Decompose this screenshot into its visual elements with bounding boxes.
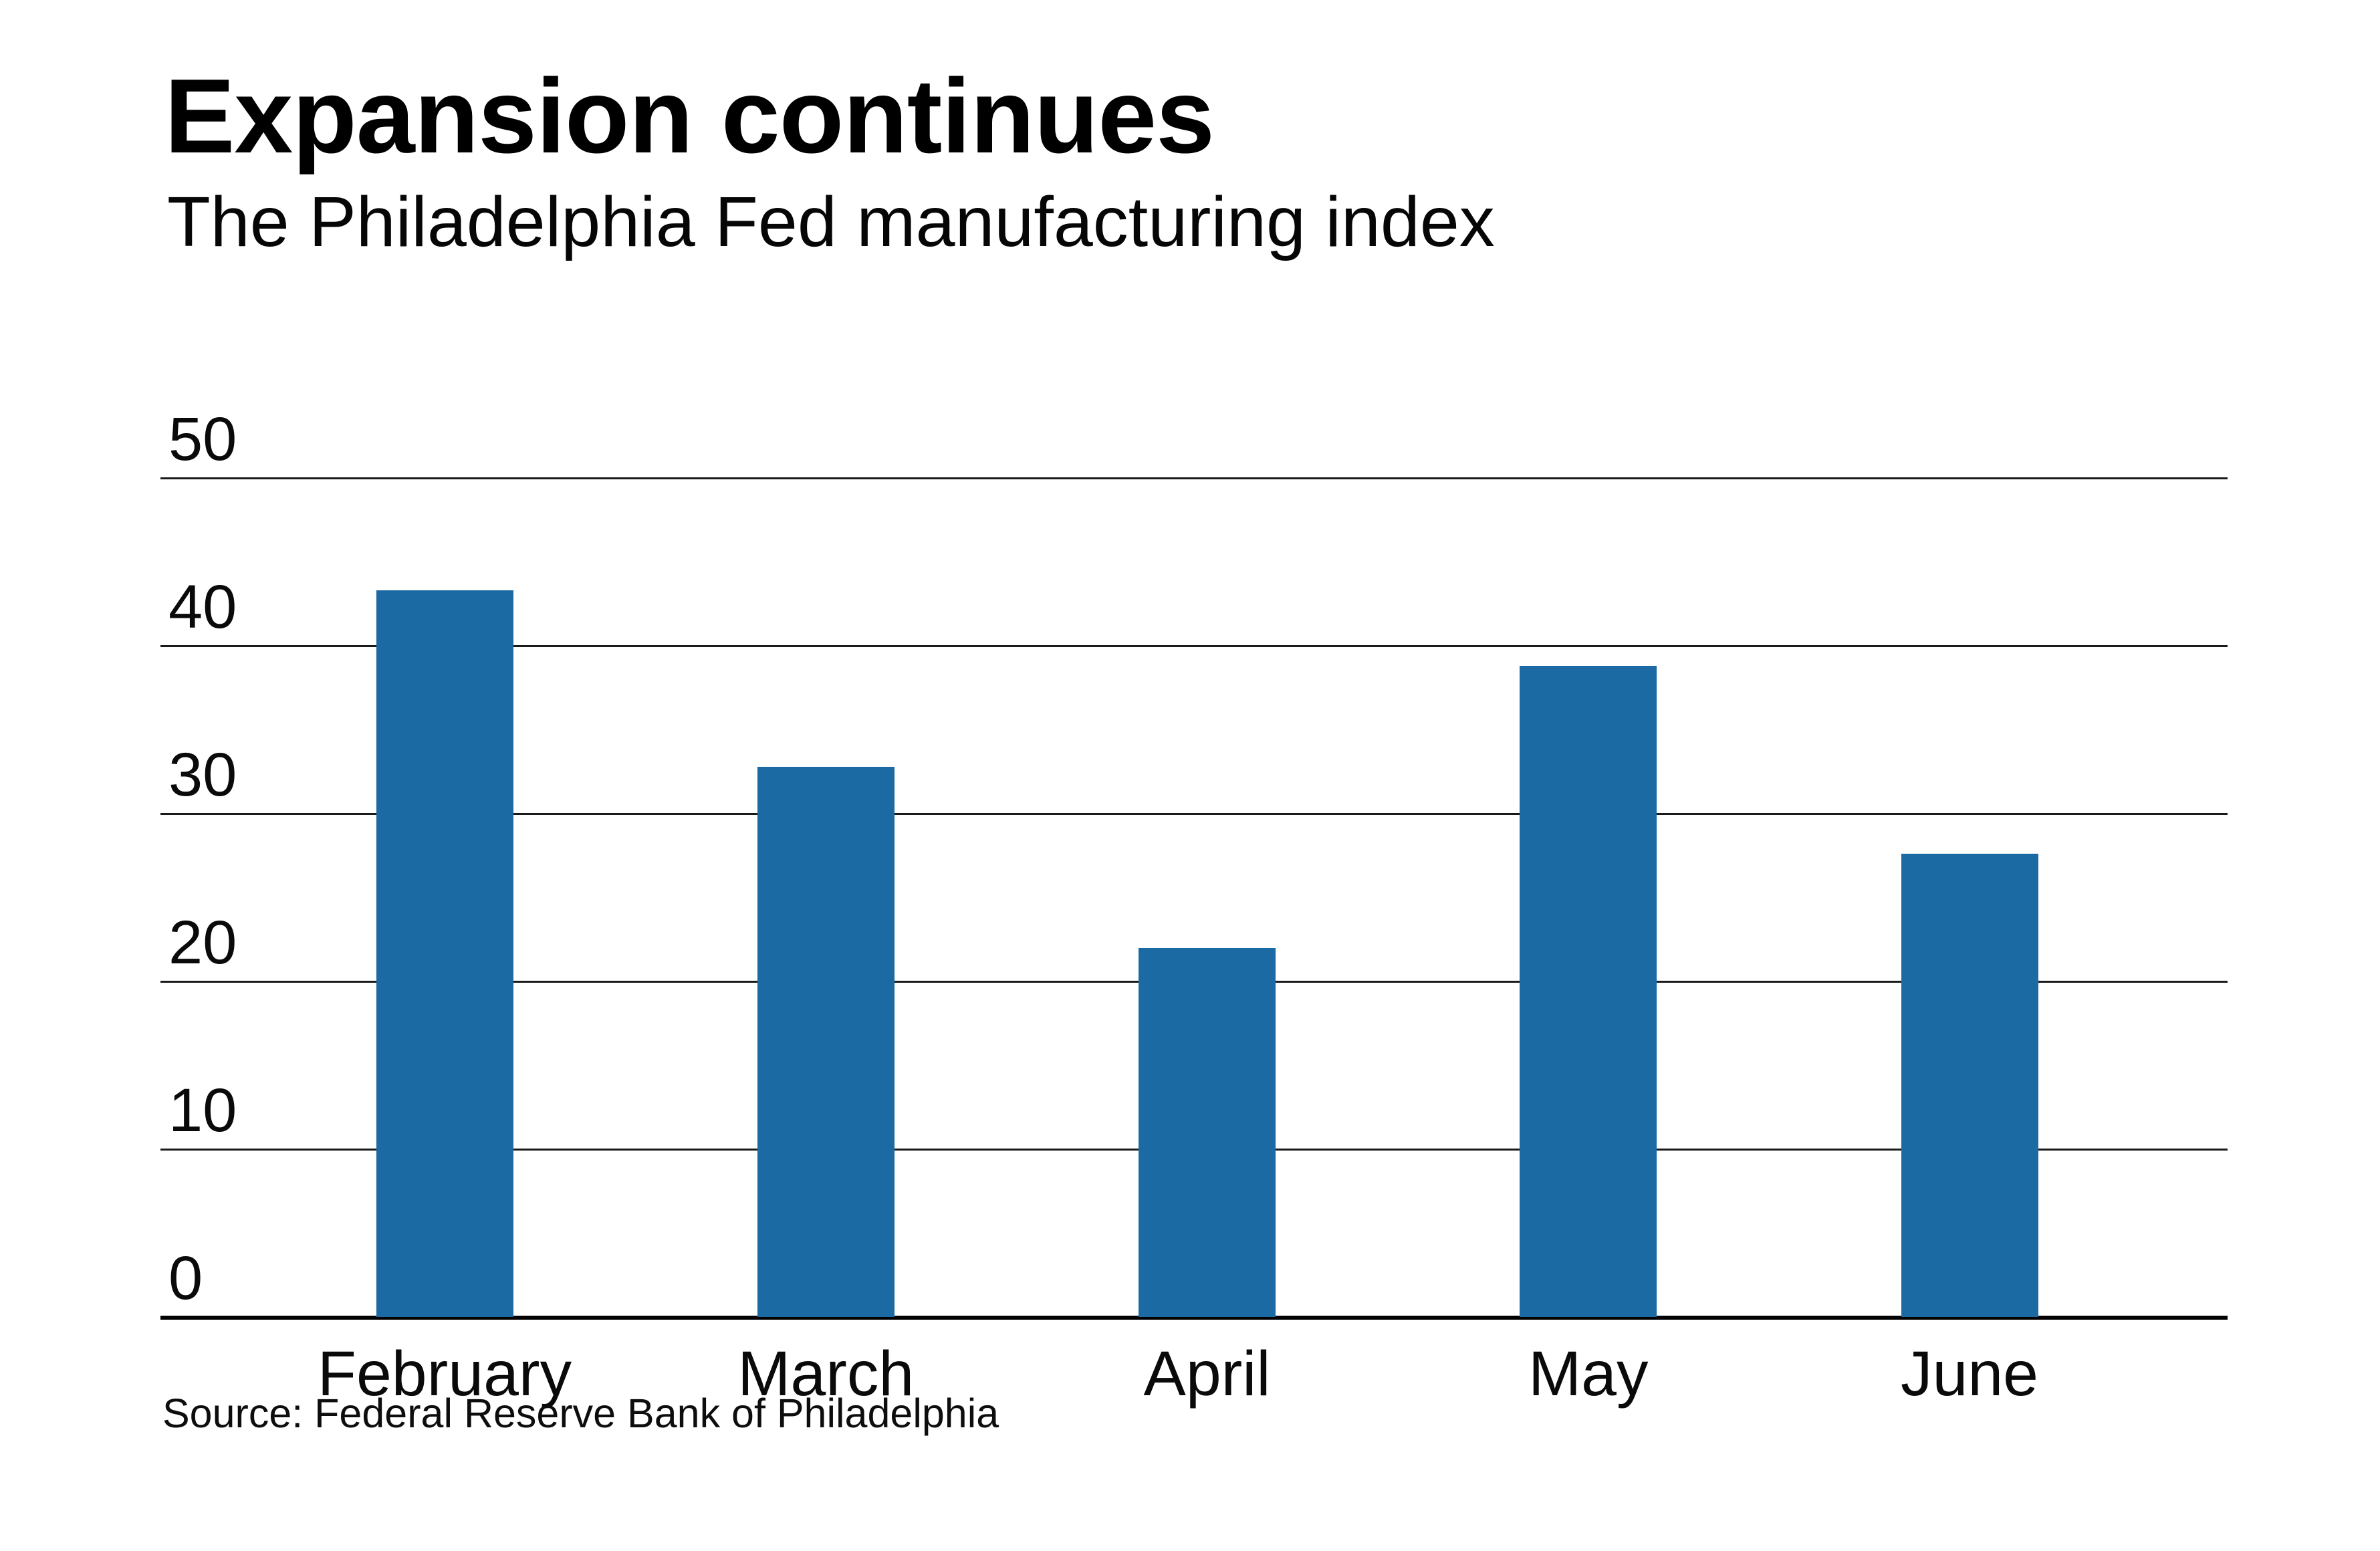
gridline-30 bbox=[160, 812, 2228, 815]
gridline-50 bbox=[160, 477, 2228, 479]
bar-march bbox=[757, 766, 895, 1317]
y-tick-label-10: 10 bbox=[168, 1076, 237, 1145]
gridline-40 bbox=[160, 644, 2228, 647]
y-tick-label-0: 0 bbox=[168, 1244, 203, 1312]
y-tick-label-20: 20 bbox=[168, 909, 237, 977]
x-tick-label-april: April bbox=[1143, 1338, 1271, 1409]
x-tick-label-february: February bbox=[317, 1338, 572, 1409]
x-axis-line bbox=[160, 1316, 2228, 1320]
bar-june bbox=[1901, 854, 2038, 1317]
bar-february bbox=[376, 590, 513, 1317]
bar-april bbox=[1139, 947, 1276, 1317]
bar-may bbox=[1520, 666, 1657, 1317]
x-tick-label-june: June bbox=[1900, 1338, 2039, 1409]
y-tick-label-30: 30 bbox=[168, 741, 237, 809]
y-tick-label-40: 40 bbox=[168, 573, 237, 641]
x-tick-label-march: March bbox=[737, 1338, 915, 1409]
chart-title: Expansion continues bbox=[164, 57, 1215, 175]
x-tick-label-may: May bbox=[1528, 1338, 1649, 1409]
source-attribution: Source: Federal Reserve Bank of Philadel… bbox=[162, 1391, 999, 1436]
chart-subtitle: The Philadelphia Fed manufacturing index bbox=[167, 183, 1495, 261]
y-tick-label-50: 50 bbox=[168, 405, 237, 473]
